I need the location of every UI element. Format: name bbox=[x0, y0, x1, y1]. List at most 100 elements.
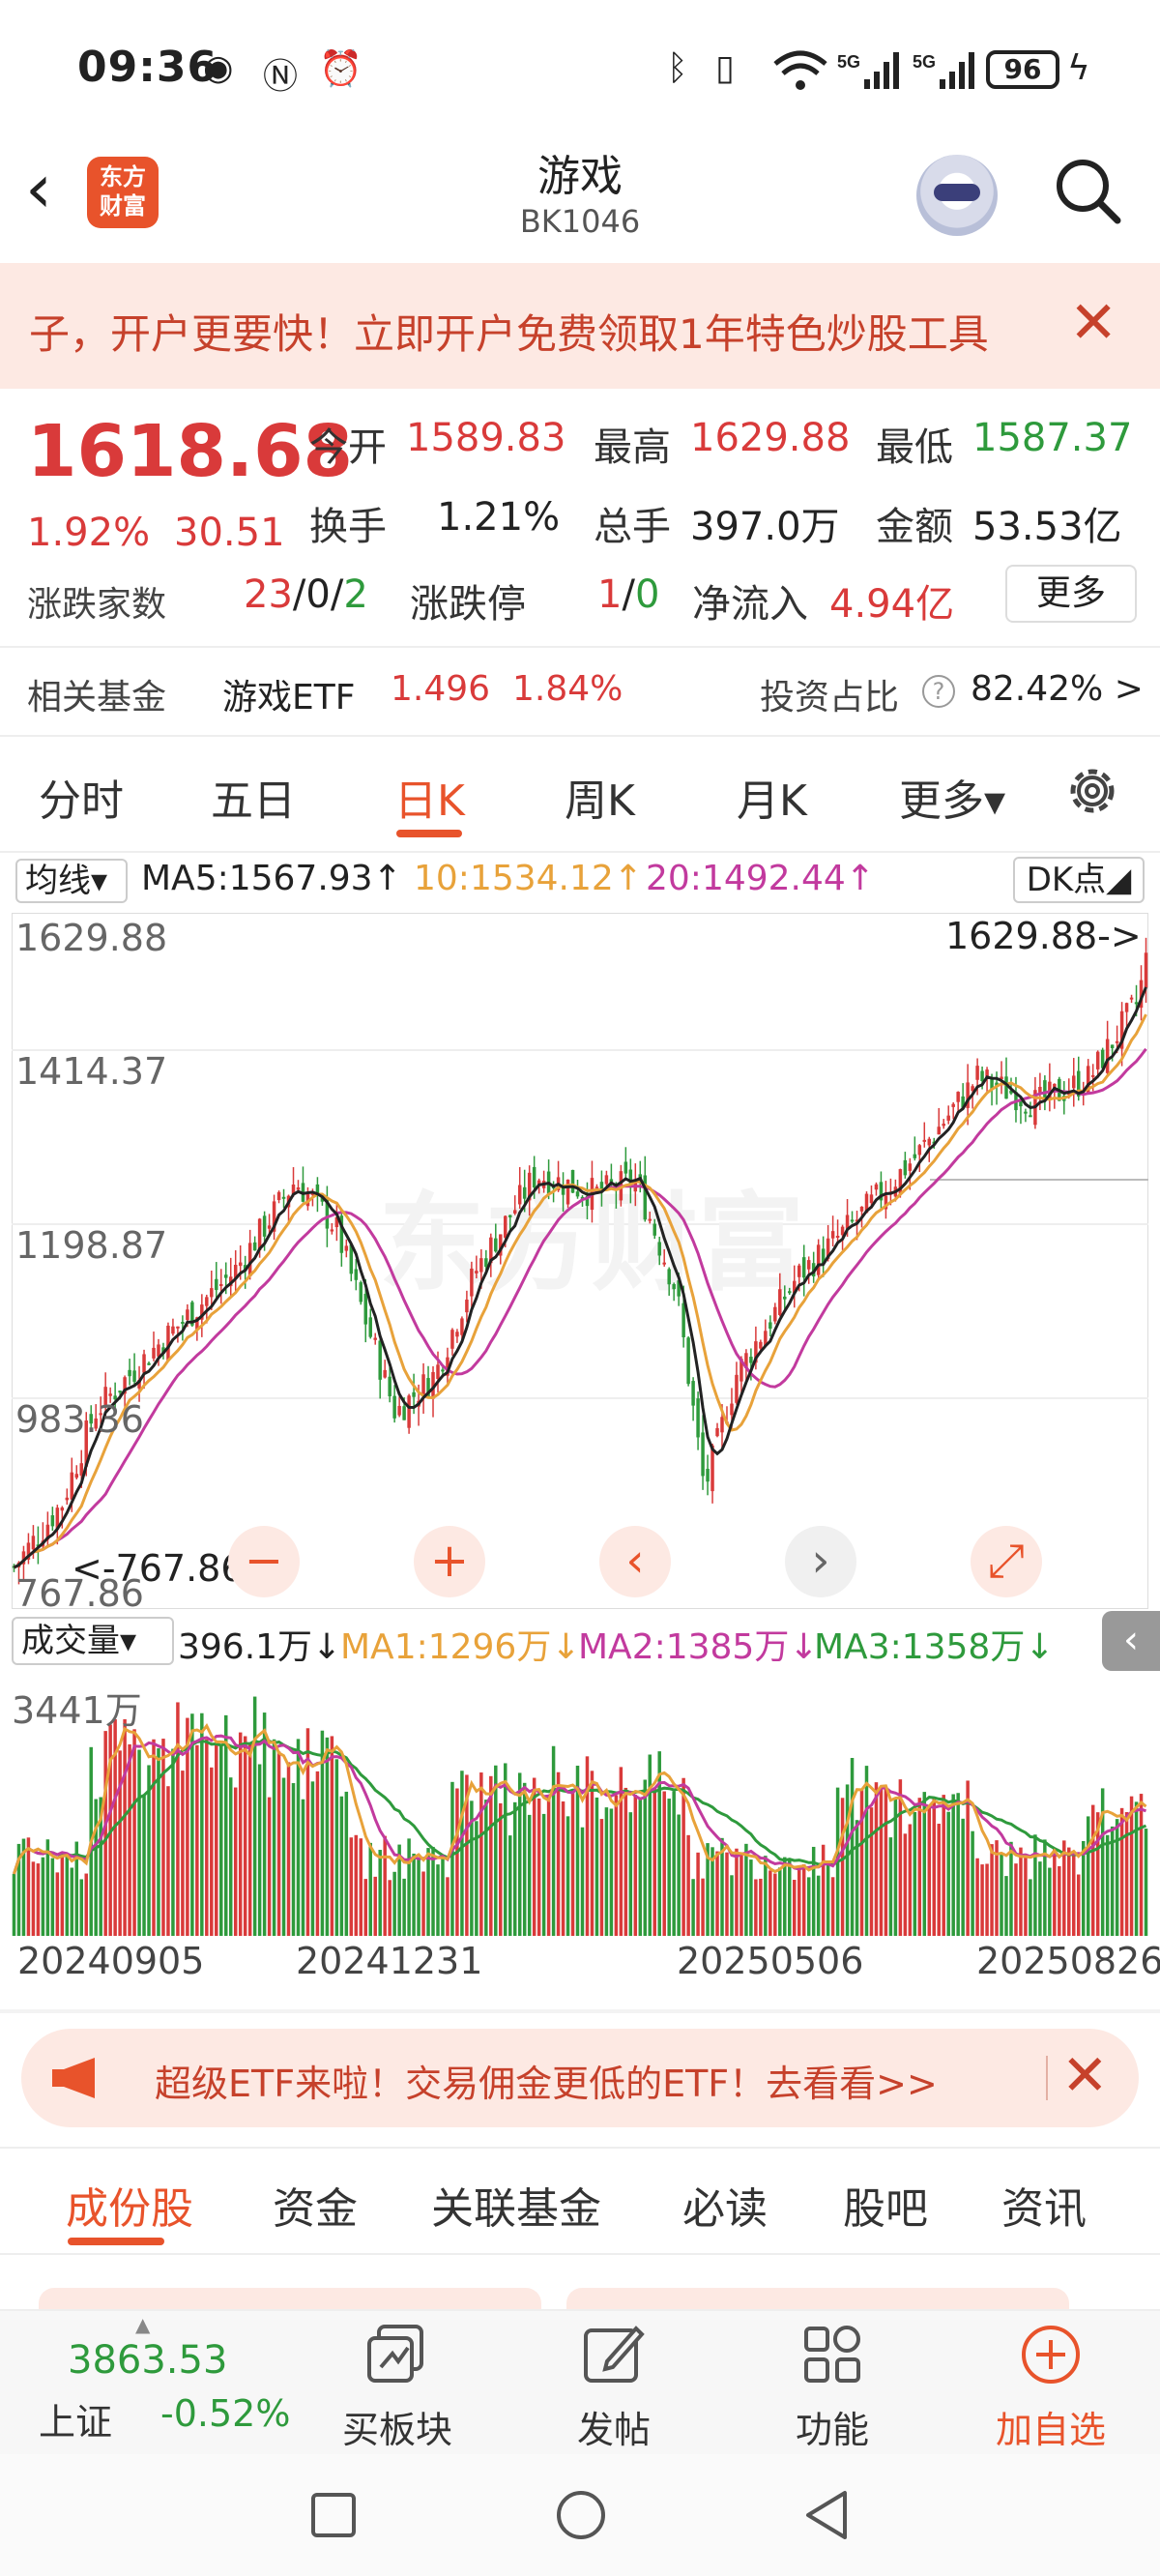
divider bbox=[0, 735, 1160, 737]
etf-promo-banner[interactable] bbox=[21, 2029, 1139, 2127]
promo-banner[interactable] bbox=[0, 263, 1160, 389]
tab-day-k[interactable]: 日K bbox=[394, 776, 465, 826]
functions-button[interactable]: 功能 bbox=[795, 2409, 869, 2451]
tab-intraday[interactable]: 分时 bbox=[39, 776, 124, 826]
candle-body bbox=[407, 1395, 411, 1428]
promo-close-button[interactable]: ✕ bbox=[1069, 289, 1118, 357]
volume-bar bbox=[470, 1800, 474, 1936]
tab-month-k[interactable]: 月K bbox=[737, 776, 807, 826]
related-fund-name[interactable]: 游戏ETF bbox=[222, 678, 356, 717]
candle-body bbox=[70, 1472, 74, 1500]
back-button[interactable]: ‹ bbox=[25, 149, 52, 228]
candle-body bbox=[330, 1229, 334, 1232]
recent-apps-icon[interactable] bbox=[309, 2491, 358, 2539]
page-title: 游戏 bbox=[537, 152, 623, 201]
etf-promo-text[interactable]: 超级ETF来啦！交易佣金更低的ETF！去看看>> bbox=[155, 2063, 938, 2105]
candle-body bbox=[691, 1381, 695, 1406]
candle-body bbox=[995, 1082, 999, 1087]
post-button[interactable]: 发帖 bbox=[576, 2409, 651, 2451]
candle-body bbox=[484, 1258, 488, 1268]
add-watchlist-icon[interactable] bbox=[1017, 2321, 1085, 2388]
zoom-in-button[interactable]: + bbox=[414, 1526, 485, 1597]
volume-bar bbox=[710, 1847, 714, 1936]
megaphone-icon bbox=[52, 2058, 95, 2098]
candle-body bbox=[801, 1257, 806, 1278]
updown-count: 23/0/2 bbox=[244, 572, 368, 617]
candle-body bbox=[446, 1357, 450, 1376]
candle-body bbox=[706, 1468, 710, 1482]
candle-body bbox=[648, 1218, 652, 1221]
app-logo[interactable]: 东方 财富 bbox=[87, 157, 159, 228]
tab-must-read[interactable]: 必读 bbox=[682, 2184, 768, 2234]
candle-body bbox=[339, 1215, 344, 1253]
volume-bar bbox=[65, 1853, 70, 1936]
up-count: 23 bbox=[244, 572, 293, 617]
candle-body bbox=[291, 1185, 296, 1195]
gear-icon[interactable] bbox=[1063, 762, 1121, 820]
scroll-right-button[interactable]: › bbox=[785, 1526, 856, 1597]
etf-close-button[interactable]: ✕ bbox=[1061, 2042, 1109, 2108]
volume-bar bbox=[1100, 1788, 1105, 1936]
fullscreen-button[interactable]: ⤢ bbox=[971, 1526, 1042, 1597]
indicator-select[interactable]: 均线▾ bbox=[15, 859, 128, 903]
sse-index-value[interactable]: 3863.53 bbox=[68, 2338, 228, 2383]
volume-bar bbox=[821, 1844, 826, 1936]
collapse-side-button[interactable]: ‹ bbox=[1102, 1611, 1160, 1671]
volume-bar bbox=[228, 1777, 233, 1936]
buy-sector-icon[interactable] bbox=[363, 2321, 431, 2388]
volume-indicator-select[interactable]: 成交量▾ bbox=[12, 1617, 174, 1665]
candle-body bbox=[113, 1395, 117, 1400]
help-icon[interactable]: ? bbox=[922, 675, 955, 708]
volume-bar bbox=[788, 1859, 792, 1936]
ma5-value: MA5:1567.93↑ bbox=[141, 859, 402, 898]
tab-news[interactable]: 资讯 bbox=[1001, 2184, 1087, 2234]
zoom-out-button[interactable]: − bbox=[228, 1526, 300, 1597]
candle-body bbox=[215, 1278, 218, 1291]
volume-bar bbox=[1081, 1840, 1086, 1936]
volume-chart[interactable] bbox=[12, 1673, 1148, 1936]
tab-funds[interactable]: 资金 bbox=[273, 2184, 358, 2234]
volume-bar bbox=[157, 1748, 160, 1936]
back-nav-icon[interactable] bbox=[802, 2489, 851, 2541]
tab-five-day[interactable]: 五日 bbox=[211, 776, 296, 826]
date-label-1: 20240905 bbox=[17, 1940, 205, 1982]
tab-week-k[interactable]: 周K bbox=[565, 776, 635, 826]
scroll-left-button[interactable]: ‹ bbox=[599, 1526, 671, 1597]
volume-bar bbox=[233, 1787, 238, 1936]
candle-body bbox=[990, 1078, 994, 1089]
tab-components[interactable]: 成份股 bbox=[66, 2184, 193, 2234]
add-watchlist-button[interactable]: 加自选 bbox=[995, 2409, 1106, 2451]
high-value: 1629.88 bbox=[690, 416, 851, 460]
kline-chart[interactable]: 东方财富 bbox=[12, 913, 1148, 1609]
candle-body bbox=[166, 1325, 170, 1361]
post-edit-icon[interactable] bbox=[580, 2321, 648, 2388]
candle-body bbox=[754, 1341, 758, 1363]
tab-more[interactable]: 更多▾ bbox=[899, 776, 1006, 826]
promo-text[interactable]: 子，开户更要快！立即开户免费领取1年特色炒股工具 bbox=[29, 310, 989, 358]
sse-index-change[interactable]: -0.52% bbox=[160, 2392, 291, 2435]
dk-point-button[interactable]: DK点◢ bbox=[1013, 857, 1145, 903]
search-icon[interactable] bbox=[1054, 157, 1121, 224]
max-price-marker: 1629.88-> bbox=[945, 915, 1142, 957]
volume-bar bbox=[26, 1837, 31, 1936]
ma20-value: 20:1492.44↑ bbox=[646, 859, 875, 898]
volume-bar bbox=[706, 1843, 710, 1936]
y-label-4: 983.36 bbox=[15, 1398, 144, 1441]
functions-grid-icon[interactable] bbox=[798, 2321, 866, 2388]
buy-sector-button[interactable]: 买板块 bbox=[341, 2409, 452, 2451]
netflow-value: 4.94亿 bbox=[829, 582, 955, 627]
home-icon[interactable] bbox=[555, 2489, 607, 2541]
sse-index-name[interactable]: 上证 bbox=[39, 2401, 113, 2444]
divider bbox=[0, 2147, 1160, 2149]
tab-forum[interactable]: 股吧 bbox=[843, 2184, 928, 2234]
volume-bar bbox=[1024, 1854, 1028, 1936]
battery-icon: 96 bbox=[986, 50, 1059, 89]
invest-ratio-value[interactable]: 82.42% > bbox=[971, 669, 1144, 709]
volume-bar bbox=[1139, 1794, 1144, 1936]
volume-bar bbox=[527, 1814, 532, 1936]
tab-related-funds[interactable]: 关联基金 bbox=[431, 2184, 601, 2234]
candle-body bbox=[821, 1248, 826, 1264]
volume-bar bbox=[50, 1858, 55, 1936]
more-quote-button[interactable]: 更多 bbox=[1005, 565, 1137, 623]
high-label: 最高 bbox=[594, 425, 671, 470]
